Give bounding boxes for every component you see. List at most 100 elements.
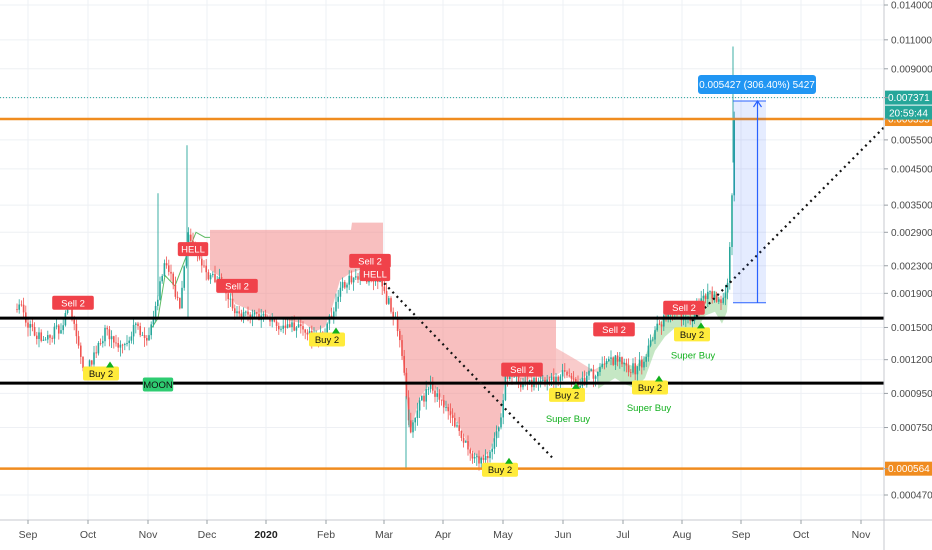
candle-body <box>333 311 335 319</box>
candle-body <box>414 418 416 423</box>
candle-body <box>104 327 106 342</box>
buy-signal-box <box>83 366 119 381</box>
up-triangle-icon <box>332 327 340 334</box>
up-triangle-icon <box>697 322 705 329</box>
candle-body <box>711 291 713 299</box>
candle-body <box>278 325 280 330</box>
candle-body <box>399 331 401 341</box>
candle-body <box>297 324 300 328</box>
buy-signal-label: Buy 2 <box>555 390 579 401</box>
candle-body <box>594 376 597 379</box>
measure-tool[interactable]: 0.005427 (306.40%) 5427 <box>698 75 816 304</box>
candle-body <box>608 358 610 362</box>
candle-body <box>643 361 645 368</box>
candle-body <box>553 376 555 383</box>
candle-body <box>396 317 399 332</box>
candle-body <box>132 324 135 337</box>
x-tick-label: Nov <box>852 529 871 541</box>
candle-body <box>575 379 577 382</box>
candle-body <box>176 296 179 298</box>
price-axis[interactable]: 0.014000 0.011000 0.009000 0.005500 0.004500… <box>883 0 932 550</box>
y-tick-label: 0.002900 <box>891 228 932 239</box>
candle-body <box>469 449 471 454</box>
current-price-tag <box>885 90 932 105</box>
candle-body <box>412 422 414 433</box>
candle-body <box>572 378 575 380</box>
candle-body <box>286 324 289 328</box>
candle-body <box>247 311 249 315</box>
candle-body <box>733 119 735 196</box>
y-tick-label: 0.001500 <box>891 323 932 334</box>
sell-signal-box <box>593 322 635 337</box>
candle-body <box>561 370 564 377</box>
y-tick-label: 0.004500 <box>891 164 932 175</box>
buy-signal-label: Buy 2 <box>315 335 339 346</box>
candle-body <box>498 427 500 432</box>
candle-body <box>447 407 449 412</box>
candle-body <box>663 315 665 327</box>
candle-body <box>198 254 201 259</box>
time-axis[interactable]: Sep Oct Nov Dec 2020 Feb Mar Apr May Jun Jul Aug Sep… <box>0 519 932 541</box>
candle-body <box>693 311 696 321</box>
x-tick-label: Nov <box>139 529 158 541</box>
candle-body <box>212 274 214 276</box>
candle-body <box>709 291 711 293</box>
candle-body <box>231 298 234 309</box>
candle-body <box>729 246 731 283</box>
candle-body <box>482 457 485 460</box>
candle-body <box>234 308 236 314</box>
candle-body <box>280 328 282 330</box>
countdown-label: 20:59:44 <box>889 109 928 120</box>
candle-body <box>165 263 168 266</box>
up-triangle-icon <box>572 382 580 389</box>
buy-signal-label: Buy 2 <box>680 330 704 341</box>
candle-body <box>500 417 502 428</box>
candle-body <box>29 324 31 328</box>
sell-signal-box <box>216 278 258 293</box>
candle-body <box>341 282 344 288</box>
candle-body <box>42 339 45 341</box>
candle-body <box>214 274 216 283</box>
candle-body <box>328 315 331 324</box>
candle-body <box>33 326 36 336</box>
candle-body <box>18 304 20 310</box>
candle-body <box>456 425 458 427</box>
candle-body <box>27 322 29 328</box>
x-tick-label: Mar <box>375 529 394 541</box>
y-tick-label: 0.014000 <box>891 1 932 12</box>
candle-body <box>647 345 650 357</box>
candle-body <box>630 372 632 374</box>
candle-body <box>262 313 265 316</box>
candle-body <box>568 375 570 377</box>
candle-body <box>38 332 40 339</box>
buy-signal-box <box>309 332 345 347</box>
candle-body <box>352 277 355 283</box>
candle-body <box>148 335 150 341</box>
super-buy-label: Super Buy <box>546 414 591 425</box>
candle-body <box>174 284 177 297</box>
candle-body <box>522 384 524 388</box>
red-cloud-band <box>398 318 556 461</box>
buy-signal-box <box>549 387 585 402</box>
candle-body <box>339 287 342 297</box>
candle-body <box>636 366 639 375</box>
candle-body <box>36 335 38 339</box>
candle-body <box>71 305 73 320</box>
x-tick-label: Oct <box>793 529 809 541</box>
candle-body <box>183 266 185 288</box>
candle-body <box>141 335 144 336</box>
candle-body <box>227 293 229 300</box>
candle-body <box>187 234 190 245</box>
buy-signal-box <box>632 380 668 395</box>
sell-signal-box <box>177 242 209 257</box>
sell-signal-label: Sell 2 <box>358 256 382 267</box>
y-tick-label: 0.005500 <box>891 135 932 146</box>
candle-body <box>47 335 49 340</box>
current-price-label: 0.007371 <box>888 93 930 104</box>
candle-body <box>713 294 716 299</box>
candle-body <box>632 363 634 373</box>
candle-body <box>304 329 306 333</box>
buy-signal-box <box>674 327 710 342</box>
x-tick-label: Oct <box>80 529 96 541</box>
